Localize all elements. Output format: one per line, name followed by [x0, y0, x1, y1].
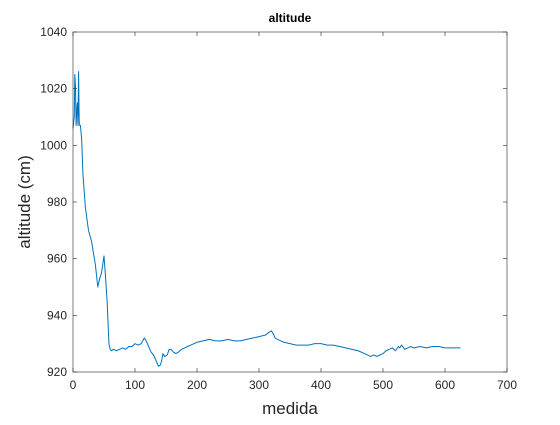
y-axis-ticks: 920 940 960 980 1000 1020 1040 — [40, 25, 507, 379]
series-line-1 — [72, 71, 461, 367]
x-tick-label: 600 — [435, 378, 455, 392]
y-tick-label: 980 — [47, 195, 67, 209]
x-tick-label: 0 — [70, 378, 77, 392]
x-tick-label: 500 — [373, 378, 393, 392]
y-tick-label: 960 — [47, 252, 67, 266]
x-tick-label: 400 — [311, 378, 331, 392]
x-axis-ticks: 0 100 200 300 400 500 600 700 — [70, 32, 517, 392]
x-tick-label: 200 — [187, 378, 207, 392]
y-tick-label: 1000 — [40, 138, 67, 152]
y-tick-label: 1040 — [40, 25, 67, 39]
x-tick-label: 100 — [125, 378, 145, 392]
y-tick-label: 1020 — [40, 82, 67, 96]
x-tick-label: 700 — [497, 378, 517, 392]
plot-area-background — [73, 32, 507, 372]
y-tick-label: 940 — [47, 308, 67, 322]
chart-title: altitude — [269, 11, 312, 25]
x-axis-label: medida — [262, 399, 318, 418]
y-axis-label: altitude (cm) — [15, 155, 34, 249]
series-layer — [72, 71, 461, 367]
x-tick-label: 300 — [249, 378, 269, 392]
y-tick-label: 920 — [47, 365, 67, 379]
